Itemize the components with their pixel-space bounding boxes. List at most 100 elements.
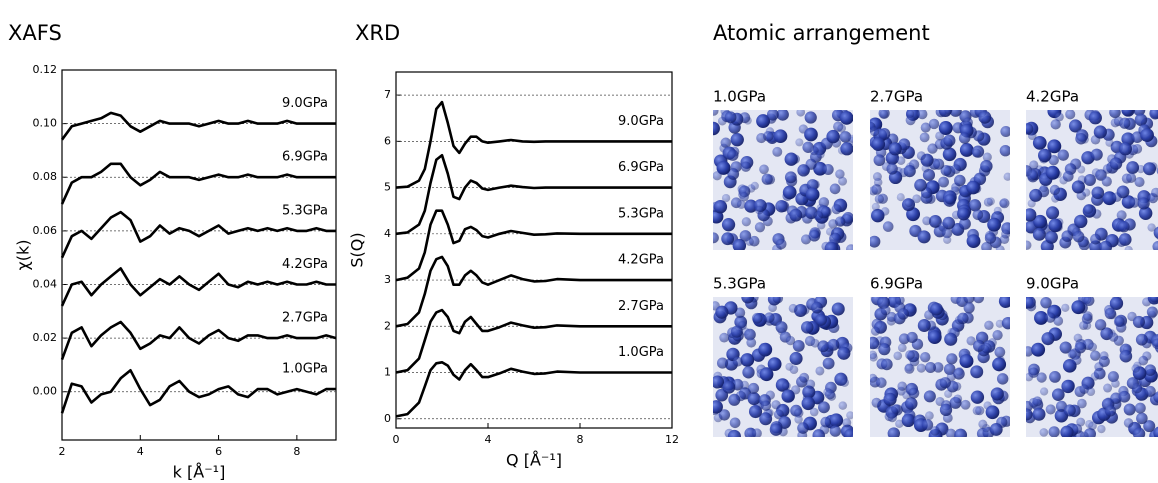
series-line <box>395 308 672 374</box>
atom <box>805 379 816 389</box>
atom <box>999 198 1010 209</box>
atom <box>871 184 882 195</box>
atom-image <box>713 297 853 437</box>
atom <box>829 413 844 428</box>
atom <box>760 400 772 411</box>
atom <box>1061 379 1075 394</box>
atom <box>951 164 961 175</box>
atom <box>917 318 931 332</box>
atom <box>744 328 756 341</box>
atom <box>984 320 994 331</box>
y-tick-label: 6 <box>384 134 391 147</box>
atom <box>772 297 784 304</box>
series-line <box>395 361 672 418</box>
atom <box>789 351 803 365</box>
atom <box>968 199 982 212</box>
atom <box>804 111 817 124</box>
atom <box>888 142 902 156</box>
atom <box>732 356 743 367</box>
atom <box>784 152 798 166</box>
atom <box>1026 208 1037 222</box>
series-line <box>60 162 336 205</box>
atom <box>831 204 842 215</box>
atom <box>1151 338 1158 350</box>
atom <box>1062 170 1074 182</box>
atom <box>1051 388 1065 402</box>
atom <box>992 357 1007 372</box>
atom <box>1113 316 1125 327</box>
atom <box>1082 188 1091 197</box>
atom <box>930 302 943 316</box>
atom <box>1077 165 1086 174</box>
atom <box>789 365 799 375</box>
atom <box>1123 403 1136 416</box>
atom <box>896 193 905 202</box>
atom <box>871 397 882 408</box>
atom <box>870 126 880 137</box>
atom <box>1067 349 1077 359</box>
atom <box>978 110 992 124</box>
y-tick-label: 0.08 <box>33 170 58 183</box>
atom <box>1037 148 1052 163</box>
atom <box>1026 408 1033 421</box>
atom <box>1040 387 1049 396</box>
atom <box>954 174 966 187</box>
atom <box>906 331 918 344</box>
atom <box>839 111 853 125</box>
atom <box>897 343 907 353</box>
atom <box>742 366 755 379</box>
atom <box>904 363 915 374</box>
atom <box>1143 420 1156 433</box>
series-line <box>395 100 672 189</box>
atom <box>730 132 744 147</box>
atom <box>880 305 891 316</box>
atom <box>935 131 945 141</box>
atom <box>826 227 835 236</box>
atom <box>872 340 881 350</box>
atom <box>922 216 932 226</box>
atom <box>1138 206 1153 221</box>
atom <box>916 151 926 161</box>
atom <box>1031 342 1046 357</box>
atom <box>1153 426 1158 437</box>
atom <box>878 127 891 140</box>
atom <box>713 413 723 423</box>
panel-title: Atomic arrangement <box>713 21 930 45</box>
y-tick-label: 4 <box>384 227 391 240</box>
atom <box>917 230 931 244</box>
atom <box>729 417 741 429</box>
atom <box>878 343 891 356</box>
atom <box>1039 184 1048 193</box>
series-label: 5.3GPa <box>618 206 664 221</box>
atom <box>972 209 984 221</box>
atom <box>1111 379 1120 388</box>
atom <box>776 110 789 121</box>
atom <box>943 235 952 244</box>
atom <box>751 312 763 324</box>
atom <box>846 411 853 420</box>
atom <box>1129 197 1140 208</box>
atom <box>905 110 915 119</box>
atom <box>981 241 992 250</box>
atom <box>1083 173 1096 186</box>
x-axis-label: Q [Å⁻¹] <box>506 451 562 470</box>
atom <box>927 143 938 154</box>
atom <box>1151 187 1158 198</box>
atom <box>949 110 962 117</box>
atom <box>916 363 926 373</box>
atom <box>769 423 783 436</box>
atom <box>992 330 1003 341</box>
atom <box>838 176 848 186</box>
atom <box>1123 418 1134 428</box>
series-label: 1.0GPa <box>618 345 664 360</box>
atom <box>754 222 766 233</box>
y-tick-label: 0.12 <box>33 63 58 76</box>
atom <box>1071 300 1086 315</box>
atom <box>732 238 747 250</box>
atom-image <box>870 297 1010 437</box>
atom <box>1138 355 1149 366</box>
atom <box>1032 407 1046 421</box>
atom <box>759 367 774 382</box>
atom <box>801 396 815 411</box>
atom <box>1082 311 1093 322</box>
